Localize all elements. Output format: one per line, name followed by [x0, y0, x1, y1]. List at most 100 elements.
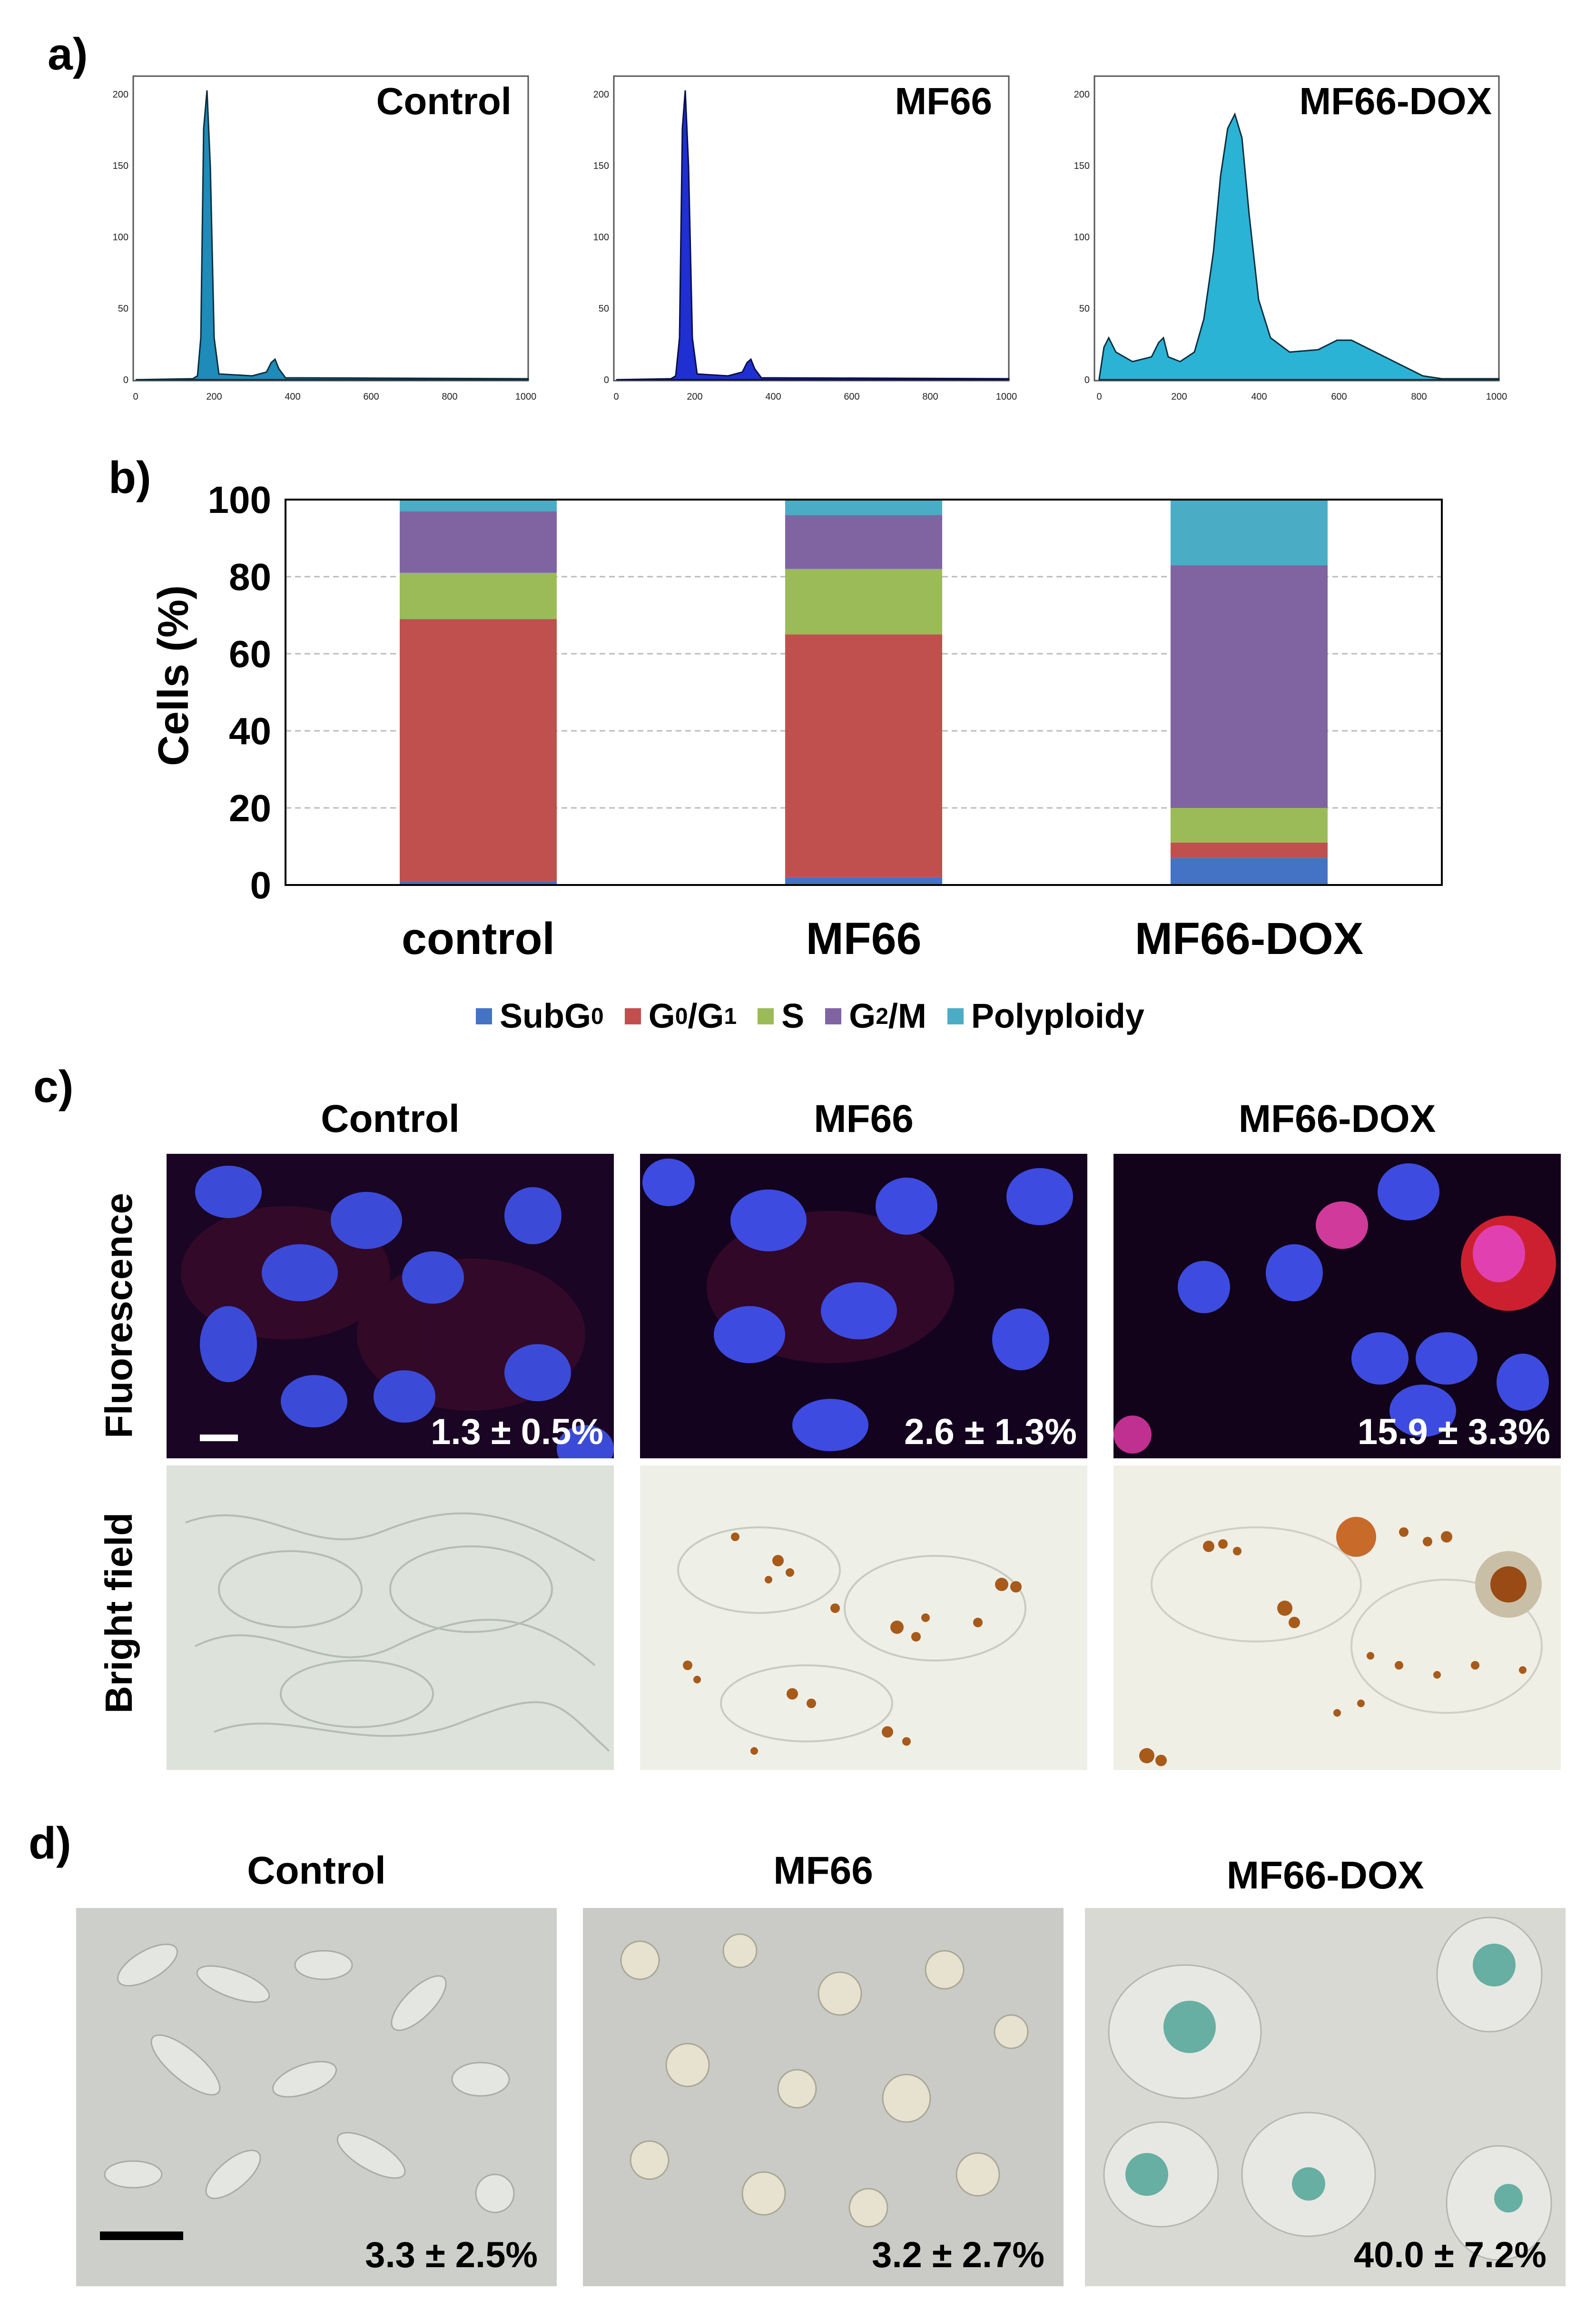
percent-fluorescence-control: 1.3 ± 0.5% [431, 1412, 603, 1452]
fluorescence-mf66-dox-cells [1113, 1154, 1561, 1458]
y-tick: 50 [599, 304, 609, 314]
x-tick: 1000 [515, 392, 537, 402]
senescence-mf66-dox-cells [1085, 1908, 1566, 2286]
bar-segment-s [1171, 808, 1328, 843]
x-tick: 200 [206, 392, 222, 402]
x-tick: 400 [1251, 392, 1267, 402]
bright-field-mf66-dox-cells [1113, 1465, 1561, 1770]
legend-g0g1: G 0/G 1 [624, 997, 737, 1036]
y-tick: 100 [1074, 232, 1090, 243]
panel-c-title-mf66-dox: MF66-DOX [1238, 1097, 1436, 1140]
x-tick: 400 [765, 392, 781, 402]
bar-segment-s [785, 569, 942, 635]
bright-field-control-cells [167, 1465, 614, 1770]
panel-d-title-mf66-dox: MF66-DOX [1226, 1854, 1424, 1897]
histogram-mf66-dox-plot: 0 50 100 150 200 0 200 400 600 800 1000 … [1074, 75, 1507, 402]
histogram-title: Control [376, 80, 512, 122]
bar-segment-polyploidy [1171, 500, 1328, 565]
fluorescence-mf66-cells [640, 1154, 1087, 1458]
row-label-bright-field: Bright field [98, 1512, 140, 1714]
histogram-control-plot: 0 50 100 150 200 0 200 400 600 800 1000 … [113, 75, 537, 402]
percent-fluorescence-mf66-dox: 15.9 ± 3.3% [1357, 1412, 1550, 1452]
legend-swatch [758, 1008, 774, 1024]
bright-field-mf66-cells [640, 1465, 1087, 1770]
bar-segment-subg0 [785, 877, 942, 885]
panel-d-title-control: Control [247, 1849, 386, 1892]
histogram-control: 0 50 100 150 200 0 200 400 600 800 1000 … [109, 71, 538, 416]
histogram-title: MF66-DOX [1300, 80, 1492, 122]
legend-polyploidy: Polyploidy [947, 997, 1144, 1036]
legend-swatch [825, 1008, 842, 1024]
y-tick-label: 20 [229, 787, 271, 829]
row-label-fluorescence: Fluorescence [98, 1193, 140, 1438]
panel-label-a: a) [48, 29, 88, 79]
fluorescence-image-mf66: 2.6 ± 1.3% [640, 1154, 1087, 1458]
legend-subg0: SubG 0 [476, 997, 604, 1036]
x-tick: 0 [133, 392, 138, 402]
bar-segment-polyploidy [400, 500, 557, 511]
y-tick: 150 [593, 161, 609, 171]
senescence-image-mf66: 3.2 ± 2.7% [583, 1908, 1064, 2286]
y-tick: 100 [593, 232, 609, 243]
plot-frame [285, 499, 1443, 886]
percent-senescence-mf66: 3.2 ± 2.7% [872, 2235, 1044, 2275]
histogram-mf66-plot: 0 50 100 150 200 0 200 400 600 800 1000 … [593, 75, 1017, 402]
bar-segment-g0-g1 [785, 634, 942, 877]
x-tick: 600 [363, 392, 379, 402]
stacked-bar-chart: Cells (%) 0 20 40 60 80 100 control MF66 MF66-DO… [143, 476, 1523, 1011]
y-tick-label: 60 [229, 633, 271, 675]
bar-segment-subg0 [1171, 858, 1328, 885]
legend-swatch [476, 1008, 492, 1024]
panel-label-d: d) [29, 1818, 71, 1868]
panel-c-title-control: Control [321, 1097, 460, 1140]
x-category-label: MF66-DOX [1135, 914, 1363, 964]
panel-d-title-mf66: MF66 [773, 1849, 873, 1892]
percent-senescence-control: 3.3 ± 2.5% [365, 2235, 538, 2275]
y-tick: 150 [113, 161, 128, 171]
bar-segment-g0-g1 [1171, 842, 1328, 858]
senescence-control-cells [76, 1908, 557, 2286]
histogram-mf66: 0 50 100 150 200 0 200 400 600 800 1000 … [590, 71, 1018, 416]
y-tick-label: 80 [229, 556, 271, 598]
bar-segment-g2-m [1171, 565, 1328, 808]
y-tick-label: 0 [250, 864, 272, 906]
bar-segment-g0-g1 [400, 619, 557, 881]
x-tick: 800 [442, 392, 457, 402]
y-tick: 200 [1074, 89, 1090, 100]
panel-label-b: b) [108, 452, 151, 503]
histogram-mf66-dox: 0 50 100 150 200 0 200 400 600 800 1000 … [1071, 71, 1508, 416]
y-tick: 50 [118, 304, 128, 314]
x-tick: 400 [285, 392, 300, 402]
bar-segment-s [400, 572, 557, 619]
y-tick: 0 [1084, 375, 1090, 385]
y-axis-label: Cells (%) [150, 585, 197, 766]
x-category-label: MF66 [806, 914, 922, 964]
legend-swatch [947, 1008, 964, 1024]
fluorescence-control-cells [167, 1154, 614, 1458]
bright-field-image-mf66-dox [1113, 1465, 1561, 1770]
bar-segment-g2-m [400, 511, 557, 573]
x-tick: 600 [1331, 392, 1347, 402]
legend-swatch [624, 1008, 641, 1024]
x-tick: 0 [1096, 392, 1102, 402]
x-category-label: control [402, 914, 555, 964]
y-tick: 150 [1074, 161, 1090, 171]
chart-legend: SubG 0 G 0/G 1 S G 2/M Polyploidy [476, 997, 1165, 1036]
bar-segment-g2-m [785, 515, 942, 569]
x-tick: 800 [922, 392, 938, 402]
y-tick: 50 [1079, 304, 1090, 314]
senescence-image-mf66-dox: 40.0 ± 7.2% [1085, 1908, 1566, 2286]
percent-senescence-mf66-dox: 40.0 ± 7.2% [1353, 2235, 1547, 2275]
y-tick: 200 [593, 89, 609, 100]
y-tick: 200 [113, 89, 128, 100]
fluorescence-image-mf66-dox: 15.9 ± 3.3% [1113, 1154, 1561, 1458]
y-tick-label: 100 [208, 479, 271, 521]
x-tick: 0 [613, 392, 619, 402]
x-tick: 200 [687, 392, 702, 402]
fluorescence-image-control: 1.3 ± 0.5% [167, 1154, 614, 1458]
x-tick: 200 [1171, 392, 1187, 402]
bright-field-image-mf66 [640, 1465, 1087, 1770]
percent-fluorescence-mf66: 2.6 ± 1.3% [904, 1412, 1077, 1452]
y-tick: 0 [604, 375, 609, 385]
legend-s: S [758, 997, 804, 1036]
